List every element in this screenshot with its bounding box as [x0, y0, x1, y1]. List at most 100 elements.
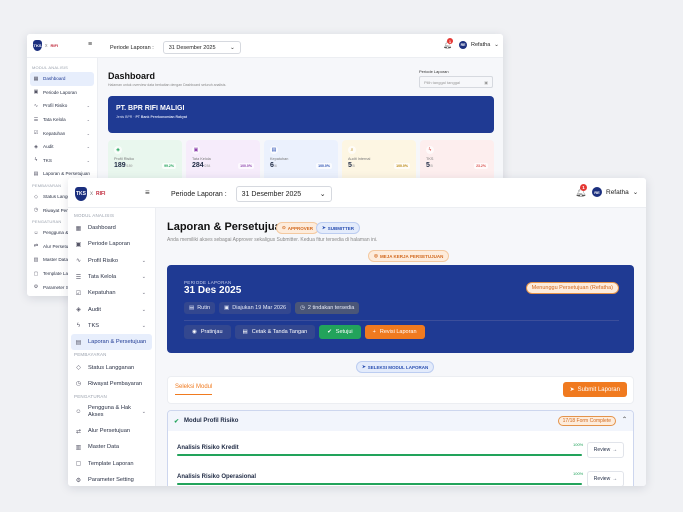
tag-icon: ◇ [34, 193, 38, 200]
arrow-right-icon: → [612, 447, 618, 453]
avatar: RE [592, 187, 602, 197]
sidebar-item-template[interactable]: ▢ Template Lap [33, 270, 71, 277]
card-label: Profil Risiko [114, 157, 135, 161]
chevron-down-icon: ⌄ [141, 257, 146, 264]
tab-seleksi-modul[interactable]: Seleksi Modul [175, 384, 213, 395]
divider [184, 320, 619, 321]
user-menu[interactable]: RE Refatha ⌄ [459, 41, 499, 49]
submit-report-button[interactable]: ➤ Submit Laporan [562, 382, 627, 397]
row-percent: 100% [573, 442, 584, 447]
sidebar-item-dashboard[interactable]: ▦ Dashboard [30, 72, 94, 86]
period-dropdown[interactable]: 31 Desember 2025 ⌄ [235, 186, 332, 202]
approve-button[interactable]: ✔ Setujui [319, 325, 361, 339]
app-logo: TKS x RIFI [75, 187, 105, 201]
review-button[interactable]: Review → [587, 471, 624, 486]
check-circle-icon: ✔ [327, 329, 332, 335]
chevron-down-icon: ⌄ [141, 408, 146, 415]
sidebar-item-parameter[interactable]: ⚙ Parameter Setting [75, 477, 134, 484]
period-input-label: Periode Laporan [419, 69, 449, 74]
sidebar-item-laporan[interactable]: ▤ Laporan & Persetujuan [71, 334, 152, 351]
grid-icon: ▦ [75, 225, 82, 232]
user-menu[interactable]: RE Refatha ⌄ [592, 187, 638, 197]
sidebar-item-template[interactable]: ▢ Template Laporan [75, 460, 134, 468]
person-icon: ⊙ [282, 225, 286, 230]
review-button[interactable]: Review → [587, 442, 624, 458]
module-tabs: Seleksi Modul ➤ Submit Laporan [167, 376, 634, 404]
wave-icon: ϟ [76, 322, 81, 329]
tag-icon: ◇ [76, 365, 81, 372]
chevron-up-icon[interactable]: ⌃ [621, 417, 627, 423]
revise-button[interactable]: + Revisi Laporan [364, 325, 425, 339]
card-label: Audit Internal [348, 157, 371, 161]
sidebar-item-periode[interactable]: ▣ Periode Laporan [33, 89, 77, 96]
sidebar-item-dashboard[interactable]: ▦ Dashboard [75, 225, 116, 232]
sidebar-item-tata-kelola[interactable]: ☰ Tata Kelola ⌄ [75, 274, 146, 281]
gear-icon: ⚙ [33, 284, 39, 291]
module-row: Analisis Risiko Operasional 100% Review → [175, 468, 624, 486]
shield-icon: ◈ [114, 146, 122, 154]
sidebar-item-profil-risiko[interactable]: ∿ Profil Risiko ⌄ [33, 102, 90, 109]
db-icon: ▥ [33, 256, 39, 263]
period-date-input[interactable]: Pilih tanggal tanggal ▣ [419, 76, 493, 88]
row-title: Analisis Risiko Operasional [177, 474, 257, 480]
sidebar-item-periode[interactable]: ▣ Periode Laporan [75, 241, 131, 248]
doc-icon: ▤ [75, 339, 82, 346]
period-dropdown[interactable]: 31 Desember 2025 ⌄ [162, 41, 241, 54]
top-bar: TKS x RIFI ≡ Periode Laporan : 31 Desemb… [68, 178, 646, 208]
bell-icon[interactable]: 🔔︎ 1 [575, 184, 587, 197]
report-meta: ▤ Rutin ▣ Diajukan 19 Mar 2026 ◷ 2 tindakan… [184, 302, 360, 314]
app-logo: TKS x RIFI [33, 40, 58, 51]
card-label: TKS [426, 157, 434, 161]
module-header[interactable]: ✔ Modul Profil Risiko 17/18 Form Complet… [168, 411, 633, 431]
tks-logo: TKS [33, 40, 42, 51]
sidebar-item-profil-risiko[interactable]: ∿ Profil Risiko ⌄ [75, 257, 146, 265]
bell-icon[interactable]: 🔔︎ 1 [443, 38, 453, 49]
file-icon: ▤ [189, 305, 195, 311]
laporan-window: TKS x RIFI ≡ Periode Laporan : 31 Desemb… [68, 178, 646, 486]
sidebar-item-master-data[interactable]: ▥ Master Data [33, 256, 69, 263]
menu-icon[interactable]: ≡ [88, 41, 93, 48]
shield-icon: ◈ [34, 143, 38, 150]
progress-bar [177, 483, 582, 485]
module-title: Modul Profil Risiko [184, 418, 239, 424]
approver-badge: ⊙ APPROVER [276, 222, 320, 234]
sidebar-item-pengguna[interactable]: ☺Pengguna & Hak Akses⌄ [75, 405, 146, 418]
sidebar-item-kepatuhan[interactable]: ☑ Kepatuhan ⌄ [75, 290, 146, 297]
sidebar-item-kepatuhan[interactable]: ☑ Kepatuhan ⌄ [33, 130, 90, 137]
sidebar-item-tks[interactable]: ϟ TKS ⌄ [34, 157, 90, 164]
sidebar-item-status-langganan[interactable]: ◇ Status Langganan [34, 193, 81, 200]
notification-count: 1 [580, 184, 587, 191]
row-percent: 100% [573, 471, 584, 476]
actions-chip: ◷ 2 tindakan tersedia [295, 302, 360, 314]
sidebar-item-audit[interactable]: ◈ Audit ⌄ [76, 306, 146, 314]
sidebar-item-alur[interactable]: ⇄ Alur Persetujuan [75, 428, 131, 435]
bank-name: PT. BPR RIFI MALIGI [116, 105, 185, 112]
sidebar-item-tata-kelola[interactable]: ☰ Tata Kelola ⌄ [33, 116, 90, 123]
sidebar-item-alur[interactable]: ⇄ Alur Persetujuan [33, 243, 77, 250]
plus-icon: + [372, 329, 376, 335]
check-icon: ☑ [75, 290, 82, 297]
preview-button[interactable]: ◉ Pratinjau [184, 325, 231, 339]
report-period: 31 Des 2025 [184, 285, 242, 296]
sidebar-item-audit[interactable]: ◈ Audit ⌄ [34, 143, 90, 150]
sidebar-item-tks[interactable]: ϟ TKS ⌄ [76, 322, 146, 329]
chevron-down-icon: ⌄ [230, 44, 235, 51]
menu-icon[interactable]: ≡ [145, 188, 150, 197]
module-panel: ✔ Modul Profil Risiko 17/18 Form Complet… [167, 410, 634, 486]
sidebar-item-riwayat[interactable]: ◷ Riwayat Pembayaran [33, 207, 87, 214]
card-percent: 23.2% [474, 163, 488, 169]
sidebar-item-master-data[interactable]: ▥ Master Data [75, 444, 119, 451]
send-icon: ➤ [322, 225, 326, 230]
print-sign-button[interactable]: ▤ Cetak & Tanda Tangan [234, 325, 316, 339]
send-icon: ➤ [569, 387, 575, 393]
card-value: 5 [348, 162, 352, 169]
flow-icon: ⇄ [75, 428, 82, 435]
sidebar-item-laporan[interactable]: ▤ Laporan & Persetujuan [33, 170, 90, 177]
role-description: Anda memiliki akses sebagai Approver sek… [167, 237, 378, 243]
calendar-icon: ▣ [224, 305, 230, 311]
sidebar-item-status-langganan[interactable]: ◇ Status Langganan [76, 364, 135, 372]
sidebar-item-parameter[interactable]: ⚙ Parameter Se [33, 284, 72, 291]
sidebar-item-riwayat[interactable]: ◷ Riwayat Pembayaran [75, 380, 143, 388]
db-icon: ▥ [75, 444, 82, 451]
chevron-down-icon: ⌄ [632, 189, 639, 196]
